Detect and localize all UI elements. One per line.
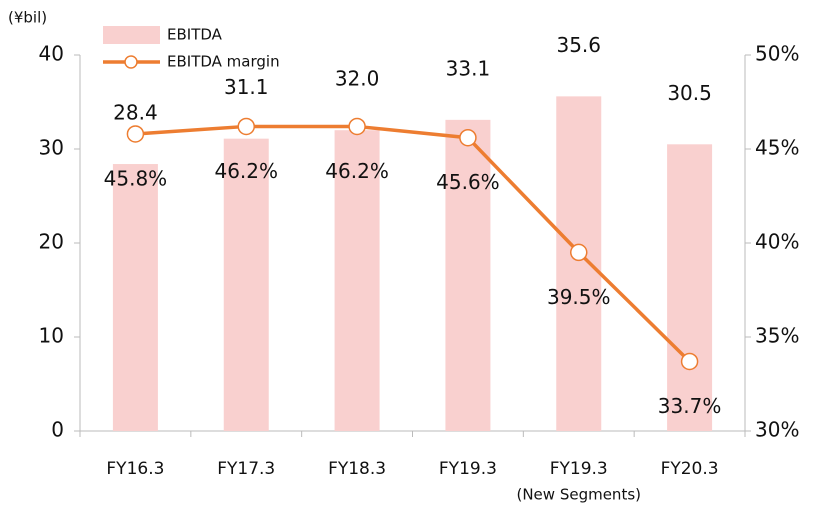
x-tick-label: FY19.3 [439,459,497,479]
x-tick-label: FY20.3 [661,459,719,479]
bar-value-label: 32.0 [335,67,380,91]
legend-label: EBITDA [167,26,223,44]
y2-tick-label: 45% [755,136,799,160]
line-value-label: 46.2% [325,159,389,183]
x-tick-sublabel: (New Segments) [516,486,641,504]
y2-tick-label: 30% [755,418,799,442]
line-marker [570,243,588,262]
y-axis-label: (¥bil) [8,9,47,27]
line-marker [348,117,366,136]
bar [667,144,713,432]
legend-label: EBITDA margin [167,53,280,71]
line-marker [126,125,145,143]
bar-value-label: 35.6 [556,33,601,57]
legend-swatch [103,26,160,44]
line-marker [237,117,255,136]
bar-value-label: 31.1 [224,75,269,99]
y-tick-label: 0 [51,418,64,442]
bar-value-label: 28.4 [113,101,158,125]
line [135,124,691,363]
bar [223,138,269,431]
x-tick-label: FY19.3 [550,459,608,479]
line-value-label: 46.2% [214,159,278,183]
bar-value-label: 33.1 [446,56,491,80]
legend-swatch [124,55,138,69]
x-tick-label: FY16.3 [106,459,164,479]
bar [334,130,380,431]
x-tick-label: FY17.3 [217,459,275,479]
y2-tick-label: 40% [755,230,799,254]
line-value-label: 33.7% [658,394,722,418]
line-marker [459,128,477,147]
y2-tick-label: 50% [755,42,799,66]
bar [445,119,491,432]
y2-tick-label: 35% [755,324,799,348]
line-value-label: 39.5% [547,285,611,309]
bar [112,164,158,432]
line-value-label: 45.6% [436,170,500,194]
y-tick-label: 10 [39,324,64,348]
line-marker [680,352,699,371]
bar-value-label: 30.5 [667,81,712,105]
y-tick-label: 40 [39,42,64,66]
y-tick-label: 30 [39,136,64,160]
x-tick-label: FY18.3 [328,459,386,479]
bar [556,96,602,432]
y-tick-label: 20 [39,230,64,254]
line-value-label: 45.8% [104,166,168,190]
